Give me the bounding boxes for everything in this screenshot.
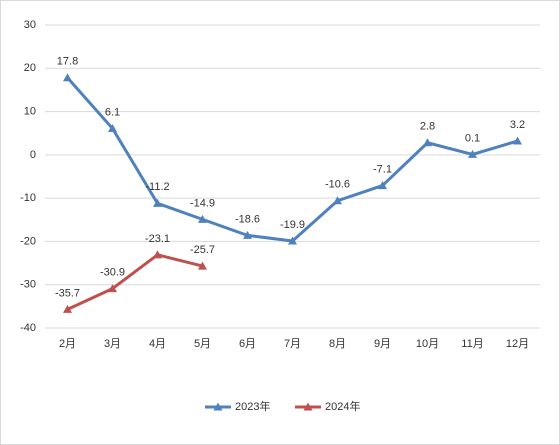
x-tick-label: 3月 bbox=[104, 338, 121, 350]
data-label: -10.6 bbox=[325, 179, 350, 191]
x-tick-label: 8月 bbox=[329, 338, 346, 350]
data-label: -18.6 bbox=[235, 213, 260, 225]
y-tick-label: 10 bbox=[24, 105, 36, 117]
y-tick-label: 30 bbox=[24, 19, 36, 31]
marker bbox=[153, 250, 162, 259]
legend-marker bbox=[213, 402, 223, 411]
x-tick-label: 2月 bbox=[59, 338, 76, 350]
marker bbox=[288, 236, 297, 245]
x-tick-label: 7月 bbox=[284, 338, 301, 350]
x-tick-label: 10月 bbox=[416, 338, 439, 350]
series-line bbox=[66, 253, 203, 311]
data-label: -11.2 bbox=[145, 181, 169, 193]
x-tick-label: 11月 bbox=[461, 338, 483, 350]
marker bbox=[468, 149, 477, 158]
data-label: 2.8 bbox=[420, 121, 435, 133]
marker bbox=[108, 123, 117, 132]
y-tick-label: -10 bbox=[20, 192, 36, 204]
data-label: -30.9 bbox=[100, 267, 125, 279]
marker bbox=[108, 284, 117, 293]
marker bbox=[63, 304, 72, 313]
x-tick-label: 6月 bbox=[239, 338, 256, 350]
data-label: -25.7 bbox=[190, 244, 215, 256]
legend-label: 2023年 bbox=[235, 399, 270, 413]
data-label: -35.7 bbox=[55, 287, 80, 299]
y-tick-label: 20 bbox=[24, 62, 36, 74]
legend-marker bbox=[303, 402, 313, 411]
x-tick-label: 12月 bbox=[506, 338, 529, 350]
marker bbox=[198, 261, 207, 270]
legend-label: 2024年 bbox=[325, 399, 360, 413]
marker bbox=[423, 138, 432, 147]
data-label: 17.8 bbox=[57, 56, 78, 68]
marker bbox=[63, 73, 72, 82]
y-tick-label: -30 bbox=[20, 279, 36, 291]
x-tick-label: 4月 bbox=[149, 338, 166, 350]
marker bbox=[153, 198, 162, 207]
y-tick-label: 0 bbox=[30, 149, 36, 161]
x-tick-label: 9月 bbox=[374, 338, 391, 350]
y-tick-label: -20 bbox=[20, 235, 36, 247]
data-label: 0.1 bbox=[465, 132, 480, 144]
data-label: 3.2 bbox=[510, 119, 525, 131]
data-label: -14.9 bbox=[190, 197, 215, 209]
marker bbox=[333, 196, 342, 205]
marker bbox=[513, 136, 522, 145]
marker bbox=[378, 181, 387, 190]
marker bbox=[243, 230, 252, 239]
data-label: -23.1 bbox=[145, 233, 170, 245]
data-label: -19.9 bbox=[280, 219, 305, 231]
y-tick-label: -40 bbox=[20, 322, 36, 334]
marker bbox=[198, 214, 207, 223]
data-label: 6.1 bbox=[105, 106, 120, 118]
data-label: -7.1 bbox=[373, 163, 392, 175]
x-tick-label: 5月 bbox=[194, 338, 211, 350]
